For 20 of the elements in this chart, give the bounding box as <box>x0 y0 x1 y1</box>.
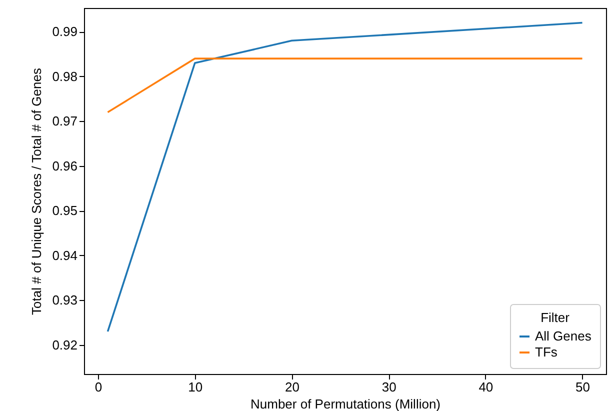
y-tick-label: 0.96 <box>52 158 78 174</box>
y-tick-label: 0.97 <box>52 114 78 129</box>
legend-title: Filter <box>540 310 570 325</box>
y-tick-label: 0.99 <box>52 24 78 40</box>
x-tick-label: 20 <box>285 380 300 394</box>
legend-label: TFs <box>535 344 558 360</box>
y-tick-label: 0.92 <box>52 337 78 352</box>
y-tick-label: 0.95 <box>52 203 78 218</box>
line-series <box>106 22 584 332</box>
x-tick-label: 50 <box>576 380 590 394</box>
x-tick-label: 10 <box>188 380 203 394</box>
x-tick-label: 0 <box>94 380 102 394</box>
y-axis-title: Total # of Unique Scores / Total # of Genes <box>29 68 44 315</box>
x-tick-label: 30 <box>382 380 396 394</box>
y-tick-label: 0.98 <box>52 68 78 84</box>
legend-label: All Genes <box>535 328 592 344</box>
y-tick-label: 0.93 <box>52 292 78 308</box>
x-tick-label: 40 <box>478 380 494 394</box>
x-axis-title: Number of Permutations (Million) <box>250 396 441 411</box>
y-tick-label: 0.94 <box>52 248 78 263</box>
